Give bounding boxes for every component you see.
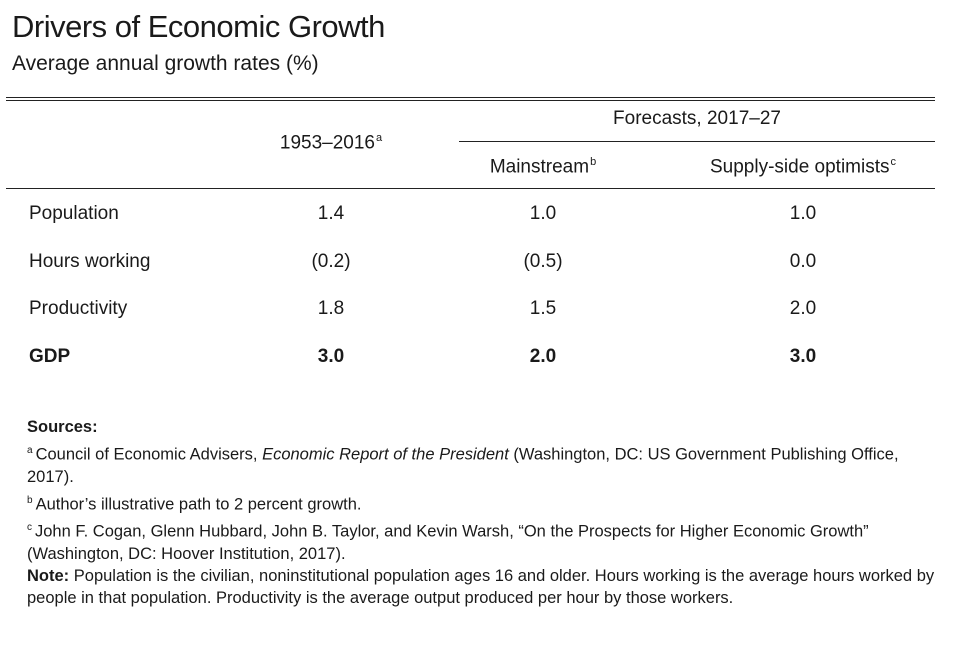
- column-header-historical-label: 1953–2016: [279, 132, 375, 154]
- header-bottom-rule: [6, 188, 935, 189]
- note-text: Population is the civilian, noninstituti…: [27, 566, 935, 607]
- sources-heading: Sources:: [27, 418, 98, 436]
- row-label-productivity: Productivity: [29, 298, 128, 319]
- cell-hours-mainstream: (0.5): [523, 251, 563, 272]
- cell-gdp-historical: 3.0: [317, 346, 345, 367]
- page-subtitle: Average annual growth rates (%): [12, 52, 319, 75]
- forecast-group-rule: [459, 141, 935, 142]
- cell-productivity-historical: 1.8: [317, 298, 345, 319]
- page-title: Drivers of Economic Growth: [12, 9, 385, 44]
- footnote-marker-b: b: [590, 156, 597, 168]
- note-paragraph: Note: Population is the civilian, nonins…: [27, 565, 942, 609]
- table-top-rule: [6, 97, 935, 98]
- cell-hours-historical: (0.2): [311, 251, 351, 272]
- source-marker-a: a: [27, 445, 33, 456]
- column-header-optimists: Supply-side optimistsc: [710, 156, 896, 178]
- row-label-gdp: GDP: [29, 346, 71, 367]
- source-a-text-post: (Washington, DC: US Government Publishin…: [27, 445, 899, 486]
- source-marker-c: c: [27, 522, 32, 533]
- row-label-hours-working: Hours working: [29, 251, 151, 272]
- cell-gdp-mainstream: 2.0: [529, 346, 557, 367]
- source-a-title: Economic Report of the President: [262, 445, 509, 464]
- source-note-b: b Author’s illustrative path to 2 percent…: [27, 490, 942, 516]
- column-header-mainstream: Mainstreamb: [490, 156, 596, 178]
- footnote-marker-a: a: [375, 132, 383, 144]
- cell-population-historical: 1.4: [317, 203, 345, 224]
- source-a-text-pre: Council of Economic Advisers,: [35, 445, 263, 464]
- cell-hours-optimists: 0.0: [789, 251, 817, 272]
- source-note-c: c John F. Cogan, Glenn Hubbard, John B. T…: [27, 517, 942, 565]
- notes-section: Sources: a Council of Economic Advisers, …: [27, 416, 942, 609]
- source-note-a: a Council of Economic Advisers, Economic …: [27, 440, 942, 488]
- cell-population-mainstream: 1.0: [529, 203, 557, 224]
- source-c-text: John F. Cogan, Glenn Hubbard, John B. Ta…: [27, 522, 869, 563]
- column-group-forecasts: Forecasts, 2017–27: [613, 108, 781, 129]
- column-header-mainstream-label: Mainstream: [489, 156, 590, 178]
- cell-productivity-mainstream: 1.5: [529, 298, 557, 319]
- footnote-marker-c: c: [890, 156, 897, 168]
- column-header-optimists-label: Supply-side optimists: [709, 156, 890, 178]
- note-label: Note:: [27, 566, 70, 585]
- row-label-population: Population: [29, 203, 119, 224]
- cell-productivity-optimists: 2.0: [789, 298, 817, 319]
- table-top-rule-double: [6, 100, 935, 101]
- column-header-historical: 1953–2016a: [280, 132, 382, 154]
- cell-gdp-optimists: 3.0: [789, 346, 817, 367]
- source-b-text: Author’s illustrative path to 2 percent …: [35, 495, 362, 513]
- cell-population-optimists: 1.0: [789, 203, 817, 224]
- source-marker-b: b: [27, 494, 33, 506]
